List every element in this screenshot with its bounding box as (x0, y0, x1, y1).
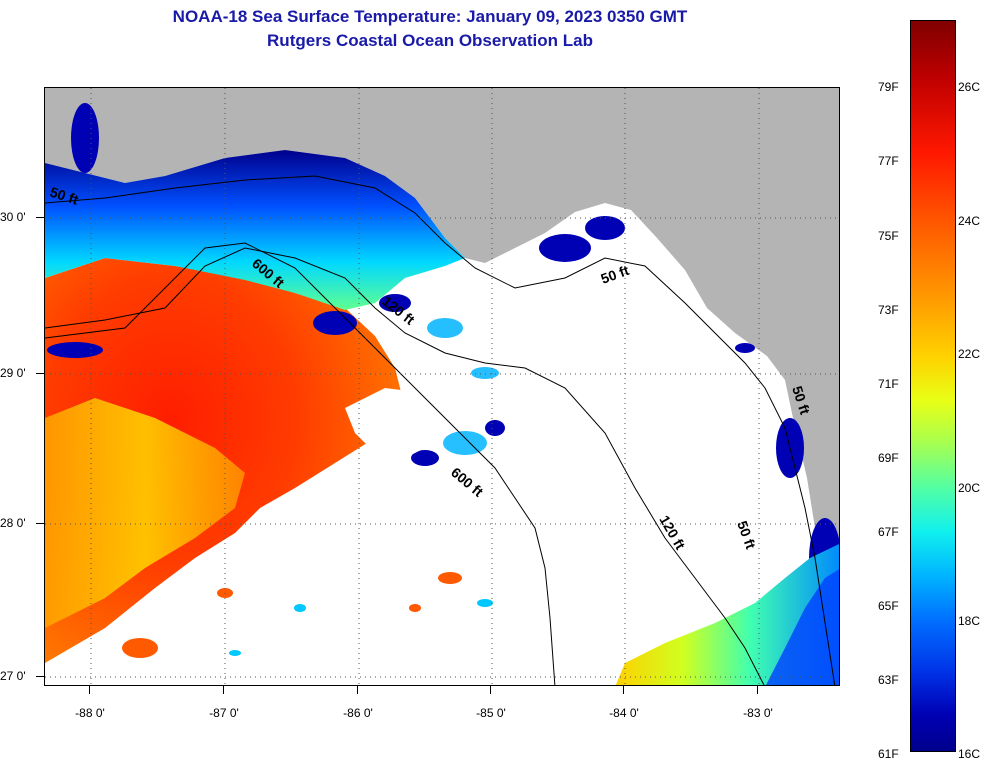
depth-contours (45, 175, 836, 685)
colorbar-celsius-label: 20C (958, 481, 981, 495)
longitude-label: -85 0' (476, 706, 506, 720)
longitude-label: -87 0' (209, 706, 239, 720)
scattered-cool-pixels (229, 599, 493, 656)
longitude-label: -84 0' (609, 706, 639, 720)
longitude-label: -86 0' (343, 706, 373, 720)
cloud-patch (345, 388, 445, 458)
colorbar-fahrenheit-label: 79F (878, 80, 899, 94)
map-title: NOAA-18 Sea Surface Temperature: January… (172, 7, 688, 26)
colorbar-celsius-label: 26C (958, 80, 981, 94)
colorbar-fahrenheit-label: 71F (878, 377, 899, 391)
nearshore-water (45, 150, 465, 310)
latitude-label: 30 0' (0, 210, 26, 224)
colorbar-fahrenheit-label: 69F (878, 451, 899, 465)
colorbar-fahrenheit-label: 63F (878, 673, 899, 687)
map-subtitle: Rutgers Coastal Ocean Observation Lab (267, 31, 593, 50)
colorbar-fahrenheit-label: 67F (878, 525, 899, 539)
latitude-label: 29 0' (0, 366, 26, 380)
contour-120ft (45, 247, 765, 685)
longitude-label: -88 0' (75, 706, 105, 720)
colorbar-celsius-label: 16C (958, 747, 981, 761)
colorbar-celsius-label: 22C (958, 347, 981, 361)
land-mass (45, 88, 839, 542)
southeast-water (615, 543, 839, 685)
temperature-colorbar (910, 20, 956, 752)
colorbar-fahrenheit-label: 61F (878, 747, 899, 761)
contour-600ft (45, 242, 556, 685)
sst-map-canvas: 50 ft 600 ft 120 ft 50 ft 600 ft 120 ft … (45, 88, 839, 685)
colorbar-fahrenheit-label: 65F (878, 599, 899, 613)
warm-filament (45, 398, 245, 628)
longitude-label: -83 0' (743, 706, 773, 720)
colorbar-celsius-label: 18C (958, 614, 981, 628)
colorbar-fahrenheit-label: 75F (878, 229, 899, 243)
latitude-label: 28 0' (0, 516, 26, 530)
colorbar-fahrenheit-label: 77F (878, 154, 899, 168)
latitude-label: 27 0' (0, 669, 26, 683)
sst-map: 50 ft 600 ft 120 ft 50 ft 600 ft 120 ft … (44, 87, 840, 686)
colorbar-fahrenheit-label: 73F (878, 303, 899, 317)
contour-50ft-north (45, 175, 836, 685)
colorbar-celsius-label: 24C (958, 214, 981, 228)
